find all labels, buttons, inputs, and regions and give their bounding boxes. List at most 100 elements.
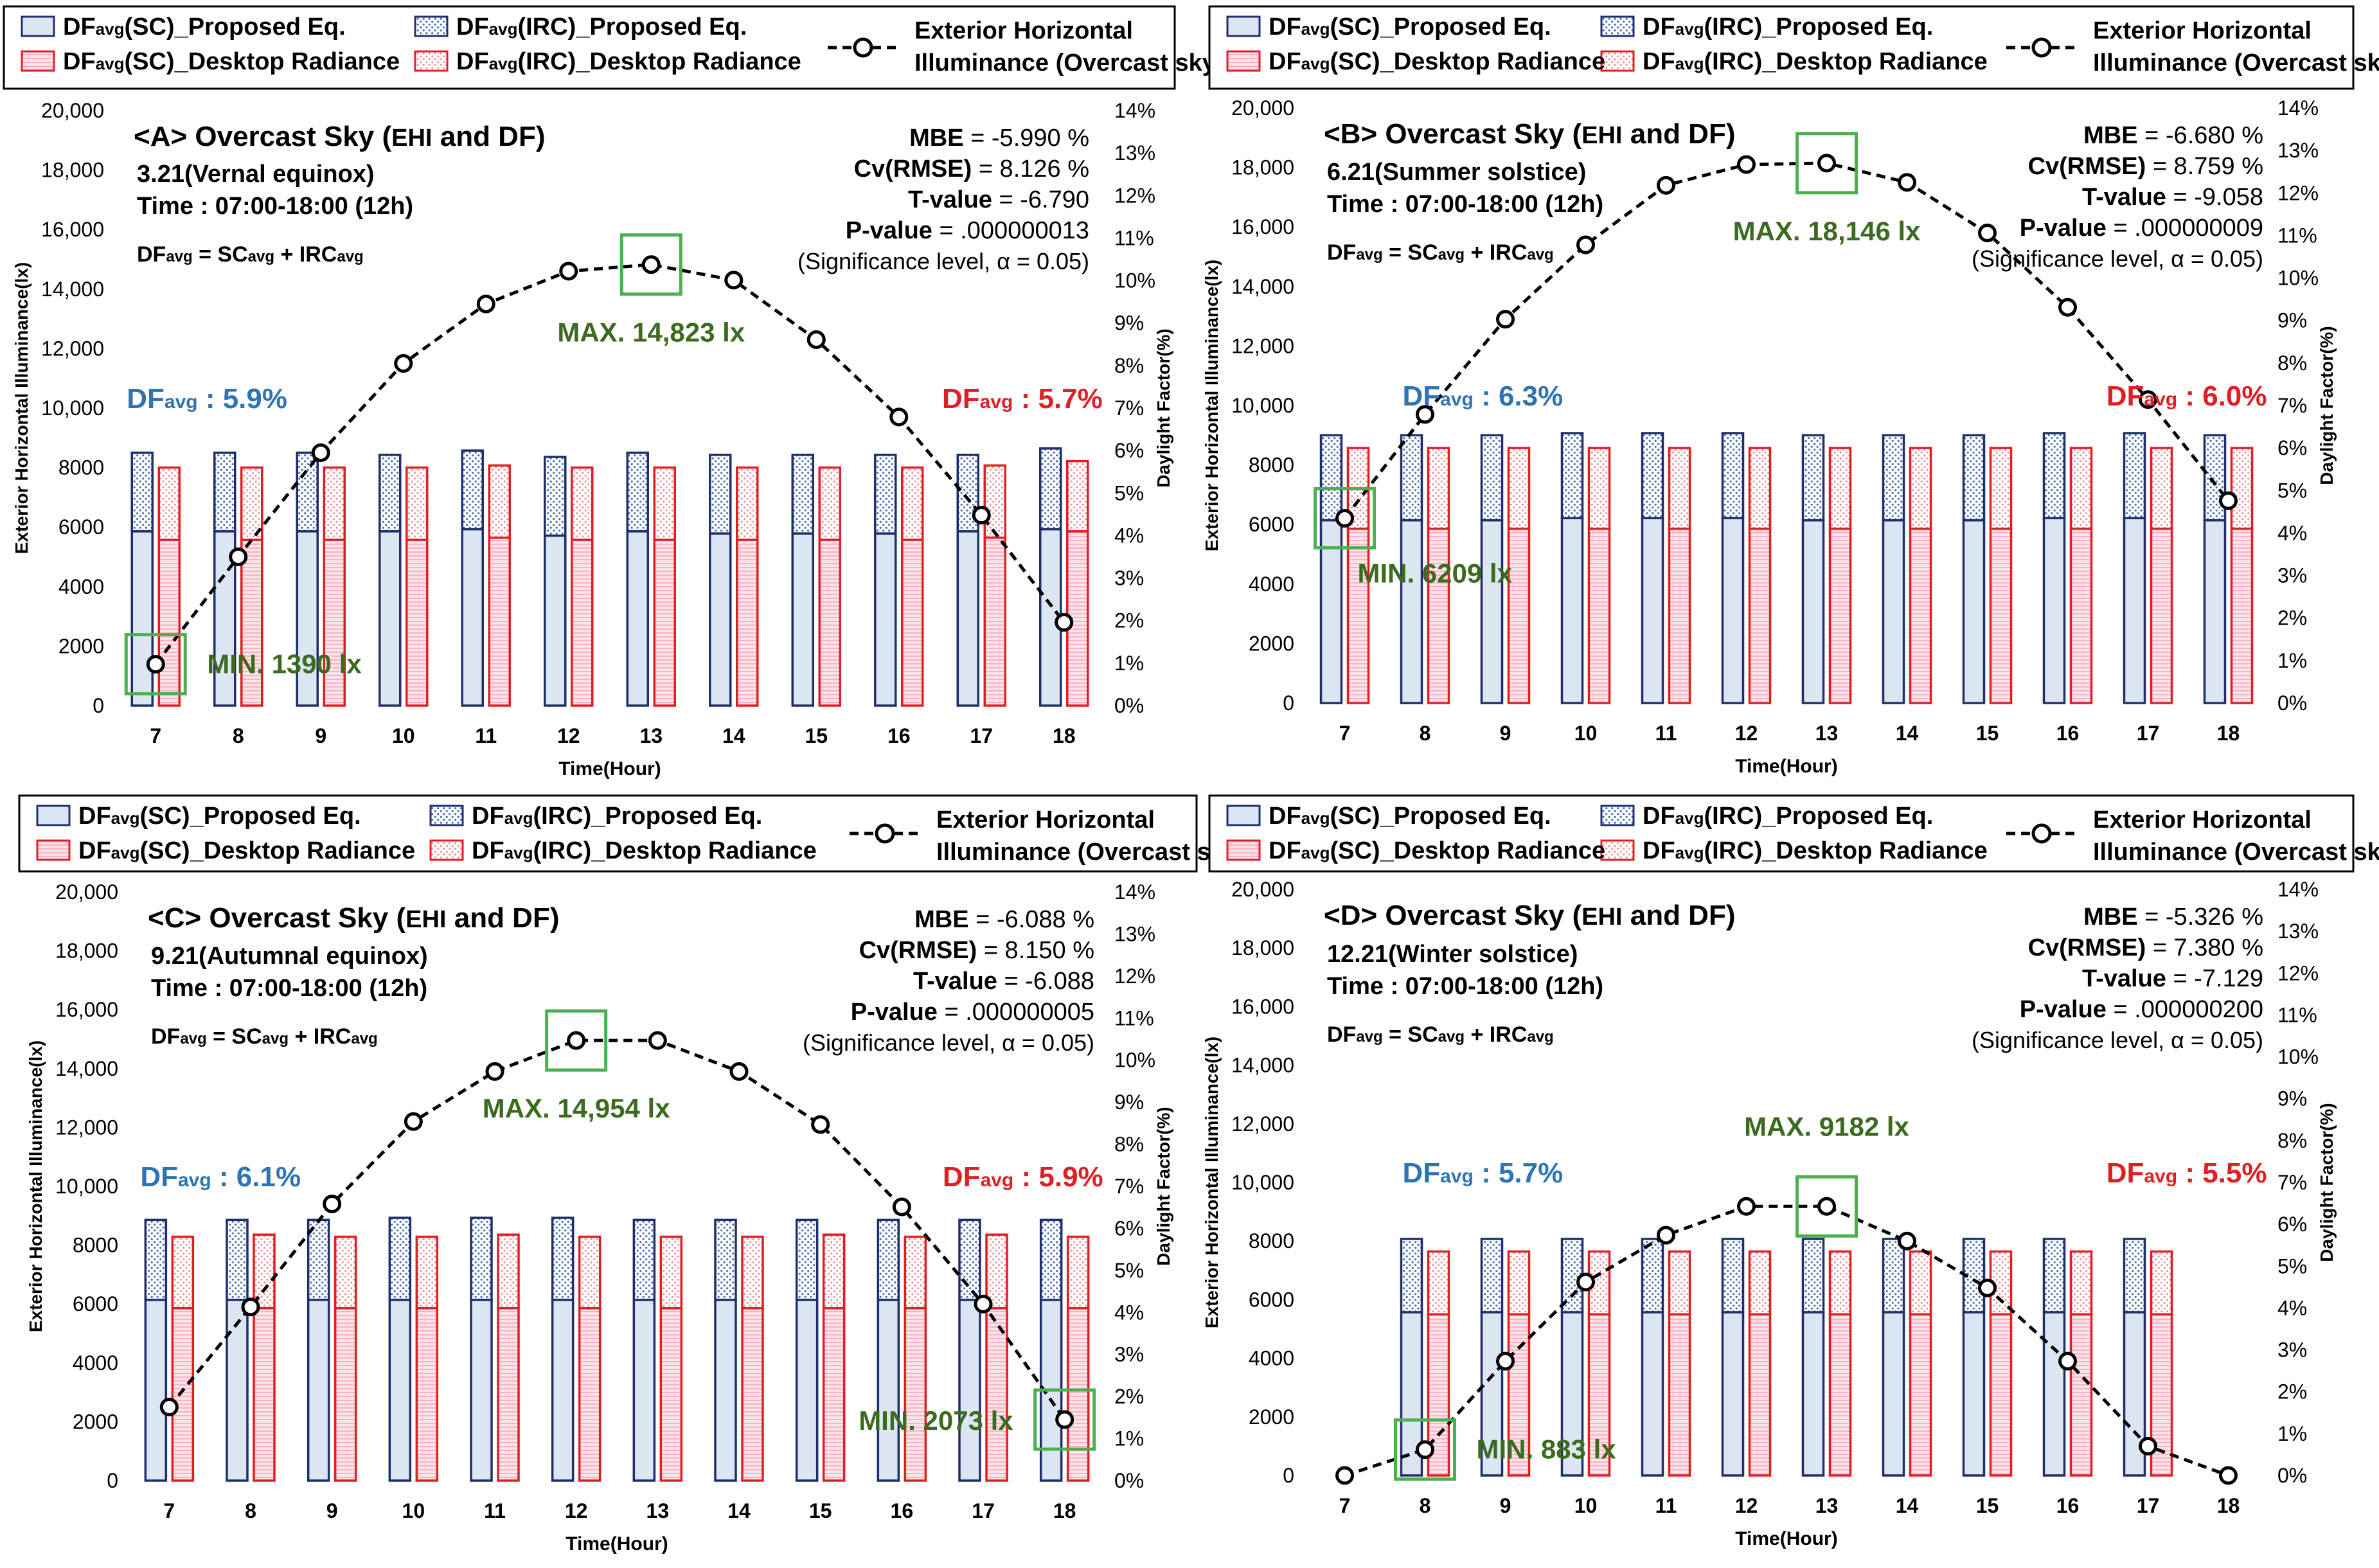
df-formula: DFavg = SCavg + IRCavg bbox=[1327, 1022, 1554, 1047]
x-tick-label: 17 bbox=[2137, 722, 2160, 745]
y-tick-label: 4000 bbox=[58, 575, 104, 598]
df-avg-left-label: DFavg : 5.9% bbox=[127, 383, 287, 414]
y2-tick-label: 5% bbox=[1114, 1259, 1144, 1282]
chart-date: 3.21(Vernal equinox) bbox=[137, 161, 375, 188]
bar-irc-desktop bbox=[488, 464, 511, 539]
bar-irc-proposed bbox=[226, 1218, 249, 1301]
x-tick-label: 7 bbox=[1339, 722, 1351, 745]
max-label: MAX. 14,954 lx bbox=[483, 1093, 670, 1123]
legend-swatch-irc-proposed bbox=[429, 805, 464, 826]
legend-label-ehi-line1: Exterior Horizontal bbox=[914, 17, 1133, 44]
min-label: MIN. 6209 lx bbox=[1358, 558, 1513, 589]
y-tick-label: 8000 bbox=[73, 1234, 118, 1257]
bar-irc-desktop bbox=[1828, 447, 1852, 530]
y-tick-label: 6000 bbox=[58, 515, 104, 539]
bar-sc-proposed bbox=[544, 534, 567, 707]
bar-sc-proposed bbox=[877, 1298, 900, 1482]
bar-sc-proposed bbox=[296, 530, 319, 707]
bar-sc-proposed bbox=[1721, 517, 1745, 704]
y2-tick-label: 7% bbox=[2277, 394, 2307, 417]
bar-sc-desktop bbox=[240, 539, 263, 707]
bar-sc-desktop bbox=[1828, 528, 1852, 704]
y2-tick-label: 5% bbox=[2277, 1254, 2307, 1278]
significance-note: (Significance level, α = 0.05) bbox=[1972, 245, 2263, 272]
ehi-point bbox=[811, 1115, 830, 1134]
bar-sc-desktop bbox=[904, 1306, 927, 1482]
x-tick-label: 12 bbox=[565, 1499, 588, 1522]
x-tick-label: 10 bbox=[1574, 722, 1598, 745]
bar-irc-proposed bbox=[296, 451, 319, 533]
ehi-point bbox=[1496, 310, 1515, 329]
stat-row: T-value = -6.088 bbox=[913, 968, 1094, 995]
bar-sc-desktop bbox=[985, 1306, 1008, 1482]
bar-irc-proposed bbox=[2042, 432, 2066, 520]
ehi-point bbox=[974, 1294, 993, 1314]
bar-irc-proposed bbox=[1801, 1238, 1825, 1314]
chart-panel-d: DFavg(SC)_Proposed Eq. DFavg(IRC)_Propose… bbox=[1202, 794, 2379, 1549]
y-tick-label: 6000 bbox=[1249, 513, 1294, 536]
legend-swatch-sc-proposed bbox=[1226, 805, 1261, 826]
bar-irc-desktop bbox=[1427, 1250, 1450, 1315]
bar-sc-proposed bbox=[2042, 1311, 2066, 1477]
y2-tick-label: 6% bbox=[2277, 436, 2307, 459]
bar-irc-proposed bbox=[1721, 1238, 1745, 1314]
legend-label-irc-proposed: DFavg(IRC)_Proposed Eq. bbox=[456, 13, 747, 40]
bar-irc-proposed bbox=[791, 454, 814, 535]
chart-title: <A> Overcast Sky (EHI and DF) bbox=[134, 121, 545, 152]
stat-row: MBE = -5.326 % bbox=[2083, 904, 2263, 931]
bar-irc-desktop bbox=[323, 466, 346, 541]
y2-tick-label: 14% bbox=[1114, 880, 1155, 904]
y2-tick-label: 1% bbox=[2277, 1422, 2307, 1445]
bar-irc-proposed bbox=[874, 454, 897, 535]
y-tick-label: 10,000 bbox=[55, 1175, 118, 1198]
stat-row: P-value = .000000200 bbox=[2020, 996, 2263, 1023]
df-avg-left-label: DFavg : 6.1% bbox=[140, 1161, 301, 1193]
bar-sc-proposed bbox=[226, 1298, 249, 1482]
bar-irc-proposed bbox=[958, 1218, 981, 1301]
y-tick-label: 12,000 bbox=[1231, 1112, 1294, 1136]
ehi-point bbox=[1576, 1272, 1595, 1292]
bar-sc-proposed bbox=[1882, 1311, 1905, 1477]
y-tick-label: 20,000 bbox=[1231, 96, 1294, 120]
max-callout-box bbox=[545, 1009, 608, 1072]
legend-frame bbox=[1208, 5, 2355, 90]
x-tick-label: 8 bbox=[233, 724, 244, 747]
chart-time-range: Time : 07:00-18:00 (12h) bbox=[137, 193, 413, 220]
y2-tick-label: 8% bbox=[1114, 1133, 1144, 1156]
bar-sc-desktop bbox=[578, 1306, 601, 1482]
y2-tick-label: 1% bbox=[1114, 1427, 1144, 1450]
bar-irc-proposed bbox=[626, 451, 649, 533]
bar-irc-desktop bbox=[822, 1233, 846, 1310]
x-tick-label: 16 bbox=[2056, 1494, 2080, 1517]
y2-tick-label: 7% bbox=[1114, 1175, 1144, 1198]
chart-date: 9.21(Autumnal equinox) bbox=[151, 943, 428, 970]
bar-sc-proposed bbox=[379, 530, 402, 707]
stat-row: Cv(RMSE) = 8.759 % bbox=[2028, 153, 2263, 180]
bar-sc-proposed bbox=[1801, 1311, 1825, 1477]
y2-tick-label: 1% bbox=[1114, 652, 1144, 675]
x-tick-label: 9 bbox=[1500, 722, 1511, 745]
ehi-point bbox=[476, 294, 495, 314]
bar-sc-proposed bbox=[1721, 1311, 1745, 1477]
bar-sc-proposed bbox=[461, 528, 484, 707]
legend-label-sc-proposed: DFavg(SC)_Proposed Eq. bbox=[63, 13, 346, 40]
stat-row: Cv(RMSE) = 7.380 % bbox=[2028, 934, 2263, 961]
bar-irc-proposed bbox=[709, 454, 732, 535]
stat-row: T-value = -6.790 bbox=[908, 186, 1089, 213]
y2-tick-label: 12% bbox=[2277, 181, 2319, 204]
bar-irc-desktop bbox=[2069, 1250, 2093, 1315]
bar-irc-proposed bbox=[379, 454, 402, 533]
min-callout-box bbox=[1394, 1418, 1456, 1481]
bar-irc-proposed bbox=[2123, 432, 2146, 520]
bar-irc-proposed bbox=[213, 451, 236, 533]
x-tick-label: 15 bbox=[1976, 722, 1999, 745]
x-axis-title: Time(Hour) bbox=[558, 758, 661, 780]
bar-irc-proposed bbox=[1400, 1238, 1423, 1314]
x-tick-label: 15 bbox=[805, 724, 828, 747]
y-tick-label: 10,000 bbox=[1231, 1171, 1294, 1194]
bar-sc-proposed bbox=[791, 532, 814, 707]
legend-label-ehi-line1: Exterior Horizontal bbox=[2093, 806, 2312, 833]
bar-sc-proposed bbox=[1560, 1311, 1584, 1477]
bar-sc-proposed bbox=[2042, 517, 2066, 704]
legend-frame bbox=[3, 5, 1176, 90]
